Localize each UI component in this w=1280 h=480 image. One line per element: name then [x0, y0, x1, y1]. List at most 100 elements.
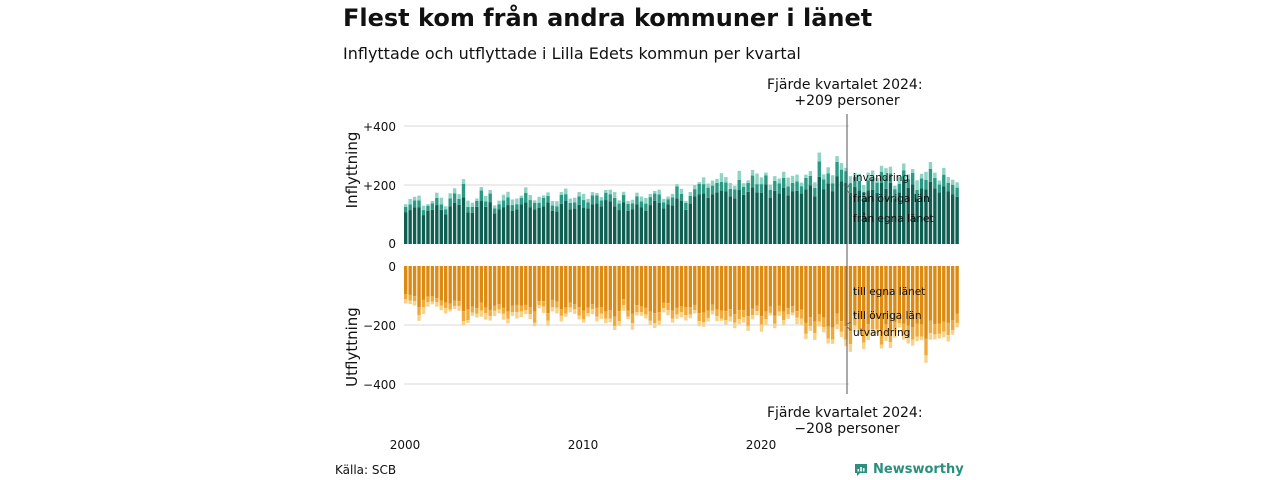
- bar-in-2-62: [679, 188, 684, 194]
- bar-in-1-65: [693, 189, 697, 197]
- bar-in-1-19: [488, 193, 492, 203]
- bar-in-2-115: [915, 180, 919, 191]
- bar-out-0-89: [799, 266, 804, 310]
- bar-in-1-21: [497, 204, 501, 210]
- bar-out-1-40: [581, 310, 586, 320]
- bar-in-0-50: [626, 210, 630, 244]
- bar-in-1-74: [733, 189, 737, 199]
- bar-in-2-57: [657, 189, 661, 195]
- bar-in-2-64: [688, 192, 693, 196]
- bar-out-1-67: [701, 312, 706, 323]
- bar-out-1-118: [928, 320, 933, 333]
- bar-in-1-93: [817, 161, 821, 177]
- bar-in-0-93: [817, 176, 821, 244]
- bar-out-2-27: [524, 310, 528, 315]
- bar-in-1-27: [524, 192, 528, 203]
- bar-out-1-89: [799, 309, 804, 319]
- bar-out-0-79: [755, 266, 759, 306]
- bar-out-0-93: [817, 266, 821, 315]
- bar-in-2-118: [928, 161, 933, 169]
- bar-in-1-60: [670, 197, 675, 206]
- bar-out-1-16: [475, 308, 479, 314]
- bar-out-1-2: [412, 296, 417, 302]
- bar-in-2-0: [404, 204, 408, 207]
- bar-out-2-36: [564, 313, 568, 317]
- bar-out-0-12: [457, 266, 461, 302]
- series-label-till-ovriga-lan: till övriga län: [853, 310, 922, 322]
- bar-out-0-84: [777, 266, 781, 306]
- bar-in-0-15: [470, 212, 475, 244]
- bar-out-2-82: [768, 312, 773, 316]
- bar-in-0-20: [492, 213, 497, 244]
- bar-out-2-72: [724, 320, 728, 325]
- bar-in-2-77: [746, 180, 750, 183]
- bar-out-1-101: [853, 316, 857, 326]
- y-tick-out-0: 0: [388, 260, 396, 274]
- bar-out-0-110: [893, 266, 897, 323]
- annotation-inflyttning: Fjärde kvartalet 2024: +209 personer: [767, 77, 927, 109]
- bar-in-2-44: [599, 197, 604, 201]
- bar-in-2-9: [444, 206, 448, 210]
- bar-out-2-122: [946, 335, 950, 342]
- bar-out-1-52: [635, 305, 639, 313]
- bar-out-1-76: [741, 310, 746, 318]
- bar-in-1-2: [412, 200, 417, 208]
- bar-out-0-122: [946, 266, 950, 323]
- bar-out-2-25: [515, 312, 519, 319]
- bar-in-2-124: [955, 182, 959, 188]
- bar-in-0-65: [693, 196, 697, 244]
- bar-out-2-28: [528, 314, 532, 320]
- bar-in-1-69: [710, 185, 715, 195]
- bar-out-0-19: [488, 266, 492, 310]
- bar-in-2-72: [724, 177, 728, 183]
- bar-in-2-63: [684, 200, 688, 203]
- inflyttning-bars: [404, 152, 959, 245]
- label-leader-utvandring: [846, 326, 852, 331]
- bar-out-2-47: [613, 326, 617, 331]
- bar-in-0-116: [919, 188, 924, 244]
- bar-out-2-109: [888, 342, 893, 349]
- bar-out-1-103: [862, 330, 866, 343]
- bar-out-2-104: [866, 334, 870, 341]
- bar-out-2-35: [559, 315, 564, 322]
- bar-out-0-53: [639, 266, 644, 307]
- bar-out-1-124: [955, 313, 959, 323]
- bar-out-1-13: [461, 311, 466, 322]
- bar-in-2-102: [857, 173, 861, 181]
- bar-out-2-73: [728, 316, 733, 322]
- bar-out-1-11: [452, 300, 457, 307]
- bar-out-1-9: [444, 302, 448, 309]
- bar-in-1-96: [830, 183, 835, 192]
- bar-out-0-28: [528, 266, 532, 307]
- bar-in-2-105: [870, 170, 875, 179]
- bar-out-2-117: [924, 355, 928, 363]
- bar-out-0-50: [626, 266, 630, 311]
- bar-out-0-31: [541, 266, 546, 302]
- bar-out-0-42: [590, 266, 595, 305]
- bar-out-2-44: [599, 313, 604, 319]
- x-tick-2000: 2000: [390, 438, 421, 452]
- bar-in-1-34: [555, 206, 559, 212]
- bar-out-0-88: [795, 266, 799, 312]
- bar-out-2-15: [470, 312, 475, 316]
- bar-out-0-112: [902, 266, 906, 324]
- bar-out-0-7: [435, 266, 439, 299]
- bar-out-1-68: [706, 310, 710, 318]
- bar-in-0-73: [728, 196, 733, 244]
- bar-out-1-84: [777, 305, 781, 312]
- bar-out-1-63: [684, 307, 688, 316]
- bar-out-1-31: [541, 301, 546, 307]
- bar-out-1-12: [457, 301, 461, 307]
- bar-out-1-107: [879, 330, 884, 345]
- bar-out-2-70: [715, 316, 719, 322]
- bar-out-2-69: [710, 310, 715, 315]
- bar-out-1-74: [733, 314, 737, 323]
- bar-in-2-112: [902, 163, 906, 171]
- bar-out-1-98: [839, 321, 844, 332]
- bar-in-1-20: [492, 208, 497, 214]
- bar-in-0-57: [657, 202, 661, 244]
- bar-in-1-41: [586, 202, 590, 209]
- bar-out-0-65: [693, 266, 697, 305]
- bar-in-1-47: [613, 197, 617, 207]
- bar-out-2-64: [688, 314, 693, 319]
